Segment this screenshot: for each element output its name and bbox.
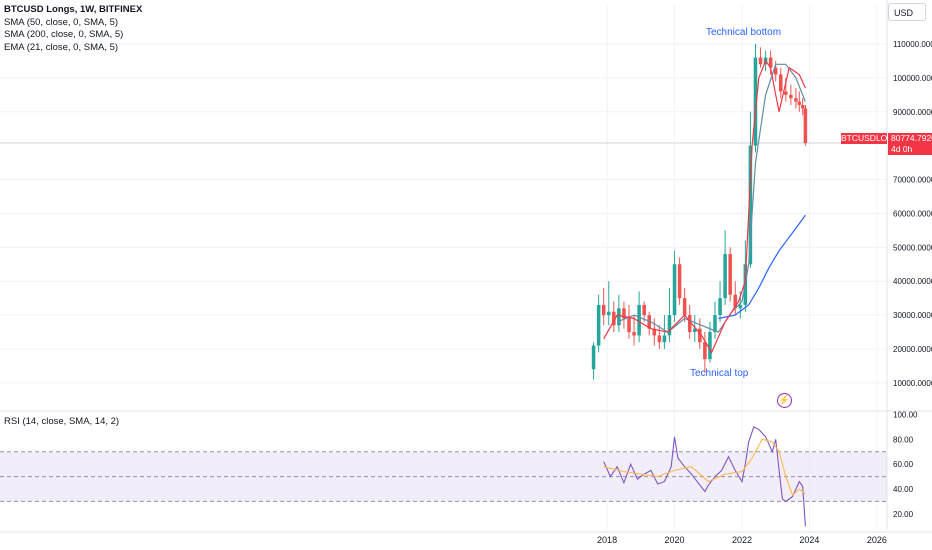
candle-body <box>728 254 732 295</box>
candle-body <box>758 57 763 65</box>
candle-body <box>748 145 753 265</box>
price-tick-label: 90000.0000 <box>893 108 932 117</box>
candle-body <box>667 315 672 336</box>
legend-sma200[interactable]: SMA (200, close, 0, SMA, 5) <box>4 29 124 40</box>
time-tick-label: 2022 <box>732 535 752 545</box>
candle-body <box>657 335 662 343</box>
candle-body <box>596 304 601 346</box>
price-tick-label: 110000.0000 <box>893 40 932 49</box>
legend-ema21[interactable]: EMA (21, close, 0, SMA, 5) <box>4 41 119 53</box>
candle-body <box>612 311 616 326</box>
chart-title: BTCUSD Longs, 1W, BITFINEX <box>4 4 143 15</box>
candle-body <box>708 332 712 360</box>
sma50-line <box>616 63 806 333</box>
price-tick-label: 50000.0000 <box>893 243 932 252</box>
last-price-symbol: BTCUSDLONGS <box>841 133 906 144</box>
rsi-tick-label: 100.00 <box>893 410 918 419</box>
rsi-tick-label: 20.00 <box>893 510 914 519</box>
rsi-ma-line <box>603 438 806 497</box>
candle-body <box>606 311 611 316</box>
rsi-tick-label: 40.00 <box>893 485 914 494</box>
rsi-band <box>0 451 887 502</box>
candle-body <box>789 94 793 99</box>
candle-body <box>794 98 798 102</box>
price-tick-label: 20000.0000 <box>893 345 932 354</box>
candle-body <box>778 74 783 92</box>
rsi-tick-label: 60.00 <box>893 460 914 469</box>
candle-body <box>647 315 652 329</box>
candle-body <box>642 304 646 316</box>
candle-body <box>687 315 692 333</box>
candle-body <box>698 328 702 343</box>
price-tick-label: 40000.0000 <box>893 277 932 286</box>
candle-body <box>800 104 805 109</box>
sma200-line <box>718 214 806 320</box>
price-tick-label: 60000.0000 <box>893 209 932 218</box>
time-tick-label: 2018 <box>597 535 617 545</box>
annotation-top[interactable]: Technical bottom <box>706 27 782 38</box>
candle-body <box>662 335 667 343</box>
rsi-legend[interactable]: RSI (14, close, SMA, 14, 2) <box>4 416 120 427</box>
candle-body <box>703 342 707 360</box>
candle-body <box>723 254 727 299</box>
candle-body <box>591 345 596 370</box>
last-price-value-box: 80774.7926 4d 0h <box>888 133 932 155</box>
price-grid <box>0 5 887 530</box>
candle-body <box>601 304 606 316</box>
candle-body <box>768 57 773 68</box>
candle-body <box>652 328 657 336</box>
candle-body <box>803 108 808 144</box>
candle-body <box>672 264 677 316</box>
candle-body <box>632 332 636 336</box>
price-tick-label: 10000.0000 <box>893 379 932 388</box>
last-price-countdown: 4d 0h <box>891 144 913 154</box>
candle-body <box>682 298 687 316</box>
candle-body <box>797 101 802 105</box>
candle-body <box>692 328 697 333</box>
rsi-tick-label: 80.00 <box>893 435 914 444</box>
candle-body <box>622 308 626 319</box>
candle-body <box>784 91 788 95</box>
moving-average-lines <box>603 59 806 354</box>
candle-body <box>617 308 621 326</box>
candle-body <box>637 304 641 336</box>
last-price-value: 80774.7926 <box>891 133 932 143</box>
chart-legend: BTCUSD Longs, 1W, BITFINEX SMA (50, clos… <box>4 4 142 54</box>
candle-body <box>738 304 743 309</box>
candle-body <box>718 298 722 316</box>
candle-body <box>677 264 682 299</box>
price-tick-label: 70000.0000 <box>893 176 932 185</box>
currency-selector[interactable]: USD <box>888 3 926 21</box>
candle-body <box>773 67 778 75</box>
candle-body <box>627 318 631 333</box>
time-tick-label: 2024 <box>799 535 819 545</box>
legend-sma50[interactable]: SMA (50, close, 0, SMA, 5) <box>4 16 119 28</box>
annotation-bottom[interactable]: Technical top <box>690 368 749 379</box>
rsi-lines <box>603 426 806 527</box>
ema21-line <box>603 59 806 354</box>
price-candles <box>591 43 808 380</box>
candle-body <box>753 57 758 146</box>
price-tick-label: 100000.0000 <box>893 74 932 83</box>
lightning-icon[interactable]: ⚡ <box>777 393 792 408</box>
candle-body <box>713 315 717 333</box>
candle-body <box>733 294 738 309</box>
time-tick-label: 2020 <box>665 535 685 545</box>
time-tick-label: 2026 <box>867 535 887 545</box>
price-tick-label: 30000.0000 <box>893 311 932 320</box>
